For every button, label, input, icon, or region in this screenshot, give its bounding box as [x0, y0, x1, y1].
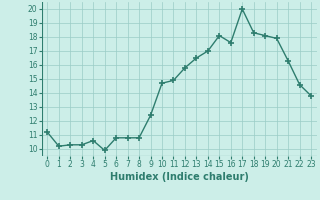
- X-axis label: Humidex (Indice chaleur): Humidex (Indice chaleur): [110, 172, 249, 182]
